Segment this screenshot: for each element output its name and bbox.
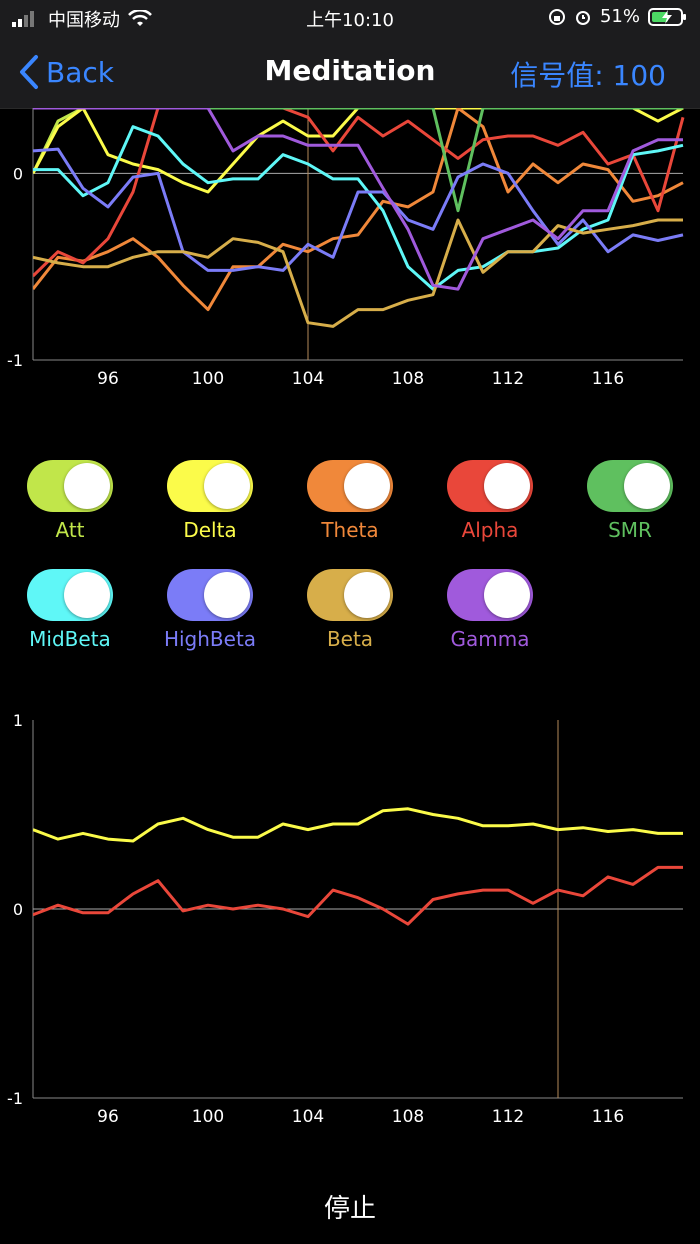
x-tick-label: 104: [292, 369, 324, 389]
x-tick-label: 100: [192, 369, 224, 389]
toggle-switch[interactable]: [167, 460, 253, 512]
status-left: 中国移动: [12, 6, 152, 32]
toggle-knob: [64, 463, 110, 509]
x-tick-label: 104: [292, 1107, 324, 1127]
toggle-label: Beta: [326, 627, 374, 651]
toggle-beta[interactable]: Beta: [280, 569, 420, 651]
wifi-icon: [128, 10, 152, 26]
y-tick-label: 0: [13, 900, 23, 919]
y-tick-label: -1: [7, 351, 23, 370]
toggle-theta[interactable]: Theta: [280, 460, 420, 542]
navigation-bar: Back Meditation 信号值: 100: [0, 36, 700, 109]
chart-top: 0 -1 96 100 104 108 112 116: [7, 108, 685, 389]
toggle-label: Delta: [183, 518, 237, 542]
page-title: Meditation: [264, 54, 436, 87]
toggle-knob: [344, 463, 390, 509]
toggle-delta[interactable]: Delta: [140, 460, 280, 542]
toggle-knob: [484, 572, 530, 618]
toggle-label: SMR: [608, 518, 652, 542]
signal-value: 信号值: 100: [510, 59, 666, 92]
toggle-midbeta[interactable]: MidBeta: [0, 569, 140, 651]
chart-bottom: 1 0 -1 96 100 104 108 112 116: [7, 711, 683, 1127]
x-tick-label: 116: [592, 369, 624, 389]
toggle-switch[interactable]: [167, 569, 253, 621]
status-time: 上午10:10: [306, 10, 394, 31]
toggle-gamma[interactable]: Gamma: [420, 569, 560, 651]
series-line-8: [33, 108, 683, 291]
x-tick-label: 116: [592, 1107, 624, 1127]
toggle-knob: [64, 572, 110, 618]
series-line-1: [33, 865, 683, 926]
battery-percent: 51%: [599, 6, 640, 27]
carrier-label: 中国移动: [48, 10, 120, 31]
back-label: Back: [46, 55, 114, 89]
toggle-switch[interactable]: [447, 569, 533, 621]
toggle-alpha[interactable]: Alpha: [420, 460, 560, 542]
x-tick-label: 96: [97, 1107, 119, 1127]
toggle-knob: [484, 463, 530, 509]
y-tick-label: -1: [7, 1089, 23, 1108]
status-bar: 中国移动 上午10:10 51%: [0, 0, 700, 36]
battery-charging-icon: [648, 7, 686, 26]
toggle-knob: [344, 572, 390, 618]
x-tick-label: 112: [492, 369, 524, 389]
toggle-switch[interactable]: [307, 569, 393, 621]
toggle-label: Theta: [321, 518, 379, 542]
orientation-lock-icon: [548, 8, 565, 25]
toggle-label: MidBeta: [29, 627, 111, 651]
toggle-knob: [204, 463, 250, 509]
x-tick-label: 108: [392, 369, 424, 389]
series-line-7: [33, 218, 683, 328]
signal-strength-icon: [12, 11, 34, 27]
stop-button[interactable]: 停止: [323, 1194, 376, 1224]
series-line-3: [33, 108, 685, 278]
series-line-2: [33, 108, 684, 312]
alarm-icon: [575, 10, 590, 25]
toggle-knob: [624, 463, 670, 509]
toggle-label: Alpha: [461, 518, 519, 542]
toggle-att[interactable]: Att: [0, 460, 140, 542]
series-line-0: [33, 807, 683, 843]
back-button[interactable]: Back: [18, 50, 114, 94]
toggle-switch[interactable]: [587, 460, 673, 512]
series-line-5: [33, 125, 684, 291]
status-right: 51%: [548, 6, 688, 27]
x-tick-label: 96: [97, 369, 119, 389]
x-tick-label: 112: [492, 1107, 524, 1127]
toggle-switch[interactable]: [307, 460, 393, 512]
toggle-label: Gamma: [450, 627, 530, 651]
toggle-smr[interactable]: SMR: [560, 460, 700, 542]
toggle-switch[interactable]: [447, 460, 533, 512]
toggle-switch[interactable]: [27, 569, 113, 621]
toggle-label: Att: [55, 518, 85, 542]
y-tick-label: 1: [13, 711, 23, 730]
series-line-6: [33, 147, 684, 272]
chevron-left-icon: [20, 55, 38, 89]
toggle-knob: [204, 572, 250, 618]
toggle-highbeta[interactable]: HighBeta: [140, 569, 280, 651]
toggle-label: HighBeta: [163, 627, 257, 651]
toggle-switch[interactable]: [27, 460, 113, 512]
y-tick-label: 0: [13, 164, 23, 183]
x-tick-label: 108: [392, 1107, 424, 1127]
x-tick-label: 100: [192, 1107, 224, 1127]
